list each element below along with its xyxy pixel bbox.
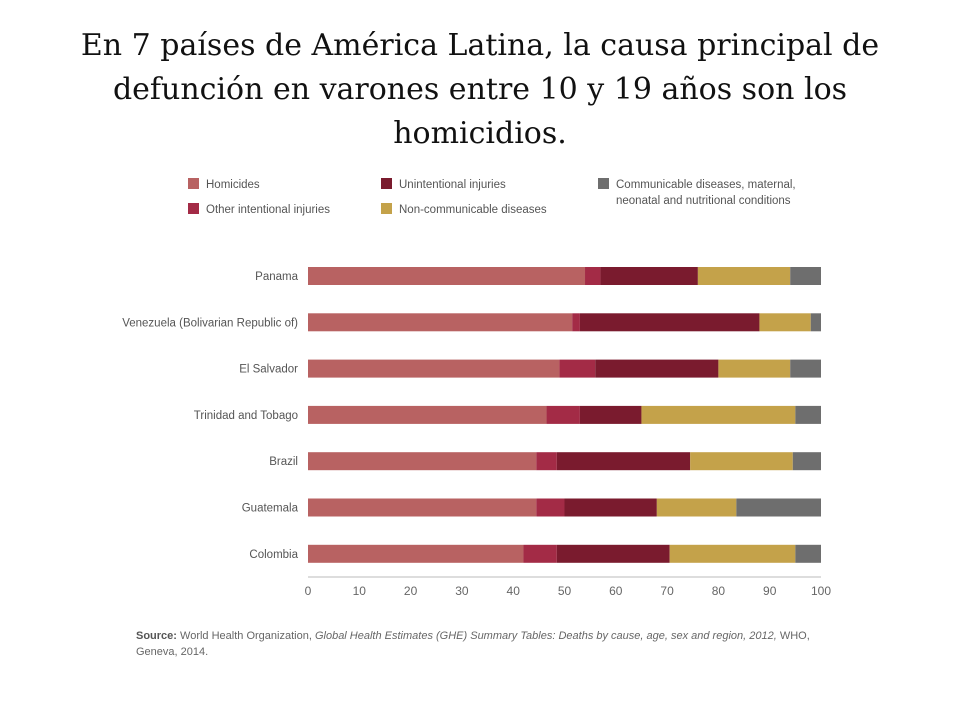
bar-brazil-unintentional-injuries xyxy=(556,452,691,471)
source-text-end: WHO, Geneva, 2014. xyxy=(136,630,810,658)
bar-venezuela-bolivarian-republic-of-communicable-diseases-maternal-neonatal-and-nutritional-conditions xyxy=(810,313,821,332)
x-tick-label-50: 50 xyxy=(558,584,572,598)
bar-guatemala-other-intentional-injuries xyxy=(536,498,565,517)
bar-guatemala-homicides xyxy=(308,498,537,517)
bar-colombia-unintentional-injuries xyxy=(556,544,670,563)
legend-swatch-unintentional-injuries xyxy=(381,178,392,189)
legend-label-communicable-diseases-maternal-line2: neonatal and nutritional conditions xyxy=(616,195,791,207)
category-label-colombia: Colombia xyxy=(249,549,298,561)
bar-colombia-non-communicable-diseases xyxy=(669,544,796,563)
bar-panama-non-communicable-diseases xyxy=(697,267,791,285)
source-text: World Health Organization, xyxy=(176,630,315,642)
bar-brazil-communicable-diseases-maternal-neonatal-and-nutritional-conditions xyxy=(792,452,821,471)
bar-trinidad-and-tobago-non-communicable-diseases xyxy=(641,405,796,424)
x-tick-label-90: 90 xyxy=(763,584,777,598)
stacked-bar-chart: Homicides Unintentional injuries Communica… xyxy=(122,178,831,598)
x-tick-label-0: 0 xyxy=(305,584,312,598)
category-label-venezuela-bolivarian-republic-of: Venezuela (Bolivarian Republic of) xyxy=(122,317,298,329)
legend-label-communicable-diseases-maternal: Communicable diseases, maternal, xyxy=(616,179,796,191)
bar-panama-other-intentional-injuries xyxy=(585,267,601,285)
bar-trinidad-and-tobago-other-intentional-injuries xyxy=(546,405,580,424)
x-tick-label-70: 70 xyxy=(660,584,674,598)
bar-el-salvador-other-intentional-injuries xyxy=(559,359,596,378)
source-note: Source: World Health Organization, Globa… xyxy=(136,628,816,660)
bar-guatemala-non-communicable-diseases xyxy=(656,498,737,517)
bar-trinidad-and-tobago-homicides xyxy=(308,405,547,424)
bar-brazil-homicides xyxy=(308,452,537,471)
bar-venezuela-bolivarian-republic-of-other-intentional-injuries xyxy=(572,313,580,332)
x-tick-label-30: 30 xyxy=(455,584,469,598)
legend-swatch-other-intentional-injuries xyxy=(188,203,199,214)
legend-label-other-intentional-injuries: Other intentional injuries xyxy=(206,204,330,216)
bar-colombia-other-intentional-injuries xyxy=(523,544,557,563)
chart-legend: Homicides Unintentional injuries Communica… xyxy=(188,178,796,216)
bar-el-salvador-homicides xyxy=(308,359,560,378)
bar-el-salvador-communicable-diseases-maternal-neonatal-and-nutritional-conditions xyxy=(790,359,821,378)
x-tick-label-20: 20 xyxy=(404,584,418,598)
bar-panama-communicable-diseases-maternal-neonatal-and-nutritional-conditions xyxy=(790,267,821,285)
bar-panama-homicides xyxy=(308,267,586,285)
bar-brazil-other-intentional-injuries xyxy=(536,452,557,471)
slide-title: En 7 países de América Latina, la causa … xyxy=(80,28,880,151)
category-label-el-salvador: El Salvador xyxy=(239,364,298,376)
category-label-panama: Panama xyxy=(255,271,298,283)
category-label-guatemala: Guatemala xyxy=(242,503,299,515)
x-tick-label-10: 10 xyxy=(353,584,367,598)
bar-el-salvador-non-communicable-diseases xyxy=(718,359,791,378)
x-tick-label-60: 60 xyxy=(609,584,623,598)
bar-el-salvador-unintentional-injuries xyxy=(595,359,719,378)
source-publication: Global Health Estimates (GHE) Summary Ta… xyxy=(314,630,777,642)
legend-swatch-communicable-diseases-maternal xyxy=(598,178,609,189)
bar-venezuela-bolivarian-republic-of-homicides xyxy=(308,313,573,332)
chart-panel: Homicides Unintentional injuries Communica… xyxy=(120,165,845,675)
bar-guatemala-communicable-diseases-maternal-neonatal-and-nutritional-conditions xyxy=(736,498,821,517)
bar-venezuela-bolivarian-republic-of-unintentional-injuries xyxy=(579,313,760,332)
category-label-trinidad-and-tobago: Trinidad and Tobago xyxy=(194,410,298,422)
source-label: Source: xyxy=(136,630,177,642)
bar-brazil-non-communicable-diseases xyxy=(690,452,793,471)
bars xyxy=(308,267,821,563)
legend-label-unintentional-injuries: Unintentional injuries xyxy=(399,179,506,191)
bar-colombia-homicides xyxy=(308,544,524,563)
bar-panama-unintentional-injuries xyxy=(600,267,698,285)
x-tick-label-100: 100 xyxy=(811,584,831,598)
bar-guatemala-unintentional-injuries xyxy=(564,498,657,517)
x-axis: 0 10 20 30 40 50 60 70 80 90 100 xyxy=(305,576,831,598)
x-tick-label-40: 40 xyxy=(507,584,521,598)
category-labels: Panama Venezuela (Bolivarian Republic of)… xyxy=(122,271,298,561)
legend-label-homicides: Homicides xyxy=(206,179,260,191)
x-tick-label-80: 80 xyxy=(712,584,726,598)
legend-label-non-communicable-diseases: Non-communicable diseases xyxy=(399,204,547,216)
legend-swatch-non-communicable-diseases xyxy=(381,203,392,214)
bar-venezuela-bolivarian-republic-of-non-communicable-diseases xyxy=(759,313,811,332)
category-label-brazil: Brazil xyxy=(269,456,298,468)
bar-trinidad-and-tobago-communicable-diseases-maternal-neonatal-and-nutritional-conditions xyxy=(795,405,821,424)
legend-swatch-homicides xyxy=(188,178,199,189)
bar-trinidad-and-tobago-unintentional-injuries xyxy=(579,405,642,424)
bar-colombia-communicable-diseases-maternal-neonatal-and-nutritional-conditions xyxy=(795,544,821,563)
